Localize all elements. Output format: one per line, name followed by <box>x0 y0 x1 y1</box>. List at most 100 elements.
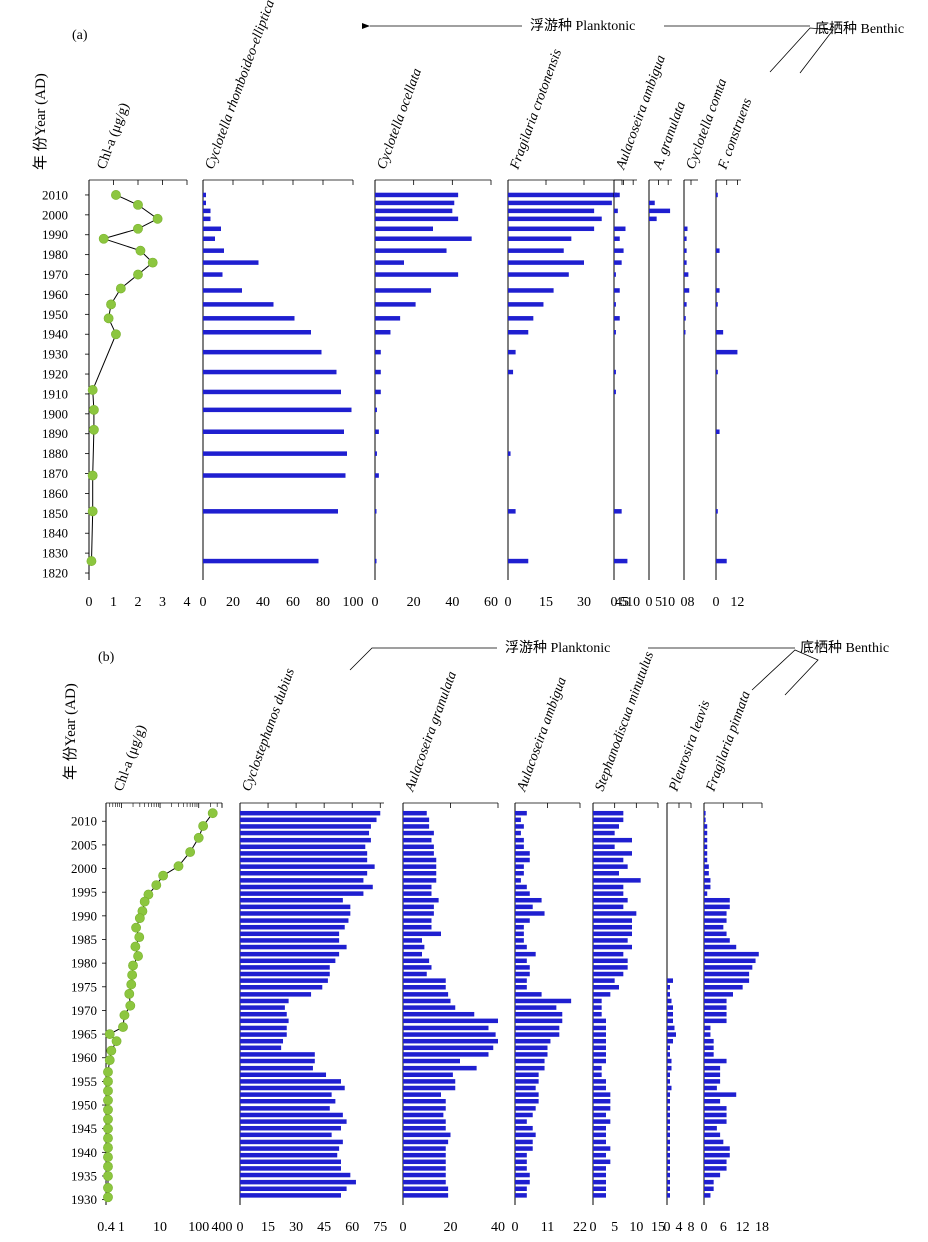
panel-b-aulacoseira-ambigua-bar <box>515 1085 536 1091</box>
panel-b-chl-point <box>106 1045 117 1056</box>
panel-b-aulacoseira-granulata-bar <box>403 1052 489 1057</box>
panel-b-cyclostephanos-dubius-bar <box>240 824 371 829</box>
panel-b-pleurosira-leavis-bar <box>667 1106 670 1111</box>
panel-a-cyclotella-ocellata-bar <box>375 429 379 434</box>
panel-b-fragilaria-pinnata-bar <box>704 1125 717 1131</box>
panel-b-pleurosira-leavis-tick-label: 0 <box>664 1220 671 1235</box>
panel-a-cyclotella-comta-bar <box>684 316 686 321</box>
panel-b-aulacoseira-granulata-bar <box>403 1119 446 1124</box>
panel-b-fragilaria-pinnata-bar <box>704 810 706 816</box>
panel-a-chl-point <box>89 404 99 415</box>
panel-b-cyclostephanos-dubius-bar <box>240 1172 351 1178</box>
panel-b-chl-point <box>111 1036 122 1047</box>
panel-a-fragilaria-crotonensis-bar <box>508 349 516 355</box>
panel-b-aulacoseira-ambigua-bar <box>515 864 524 869</box>
panel-b-cyclostephanos-dubius-bar <box>240 992 312 997</box>
panel-a-cyclotella-ocellata-bar <box>375 216 459 222</box>
panel-b-fragilaria-pinnata-bar <box>704 1038 714 1044</box>
panel-a-cyclotella-comta-tick-label: 8 <box>688 595 695 610</box>
panel-b-fragilaria-pinnata-bar <box>704 1045 714 1051</box>
panel-b-aulacoseira-granulata-bar <box>403 1106 446 1111</box>
panel-a-year-tick-label: 1840 <box>42 526 68 541</box>
panel-b-aulacoseira-granulata-bar <box>403 1085 456 1091</box>
panel-b-chl-point <box>133 951 143 961</box>
panel-b-stephanodiscua-minutulus-bar <box>593 971 624 977</box>
panel-a-aulacoseira-ambigua-bar <box>614 316 620 321</box>
panel-a-cyclotella-ocellata-bar <box>375 288 432 293</box>
panel-b-aulacoseira-ambigua-bar <box>515 931 524 937</box>
panel-b-cyclostephanos-dubius-bar <box>240 965 330 970</box>
panel-b-aulacoseira-ambigua-bar <box>515 837 524 843</box>
panel-b-stephanodiscua-minutulus-bar <box>593 1025 606 1031</box>
panel-b-aulacoseira-ambigua-bar <box>515 857 530 863</box>
panel-b-chl-point <box>104 1029 115 1039</box>
panel-b-cyclostephanos-dubius-tick-label: 15 <box>261 1220 275 1235</box>
panel-b-cyclostephanos-dubius-bar <box>240 944 347 950</box>
panel-b-benthic-lines <box>751 649 819 696</box>
panel-a-cyclotella-rhomboideo-elliptica-tick-label: 60 <box>286 595 300 610</box>
panel-b-chl-point <box>103 1171 113 1181</box>
panel-a-f-construens-tick-label: 0 <box>713 595 720 610</box>
panel-b-stephanodiscua-minutulus-bar <box>593 1119 611 1124</box>
panel-b-cyclostephanos-dubius-bar <box>240 1025 287 1031</box>
panel-a-f-construens-bar <box>716 248 720 253</box>
panel-a-cyclotella-ocellata-tick-label: 20 <box>407 595 421 610</box>
panel-a-cyclotella-ocellata-bar <box>375 302 416 307</box>
panel-b-aulacoseira-granulata-bar <box>403 871 437 876</box>
panel-a-f-construens-bar <box>716 192 718 198</box>
panel-b-planktonic-label: 浮游种 Planktonic <box>505 640 610 656</box>
panel-b-stephanodiscua-minutulus-bar <box>593 1011 602 1017</box>
panel-b-pleurosira-leavis-bar <box>667 1092 670 1097</box>
panel-a-cyclotella-ocellata-tick-label: 40 <box>445 595 459 610</box>
panel-b-aulacoseira-ambigua-bar <box>515 944 527 950</box>
panel-b-aulacoseira-granulata-bar <box>403 985 446 990</box>
panel-a-label: (a) <box>72 28 88 43</box>
panel-b-aulacoseira-ambigua-bar <box>515 1119 527 1124</box>
panel-b-cyclostephanos-dubius-bar <box>240 911 351 916</box>
panel-b-stephanodiscua-minutulus-bar <box>593 1085 606 1091</box>
panel-b-aulacoseira-granulata-bar <box>403 1112 444 1118</box>
panel-b-stephanodiscua-minutulus-bar <box>593 817 624 823</box>
panel-a-fragilaria-crotonensis-bar <box>508 208 595 214</box>
panel-b-fragilaria-pinnata-bar <box>704 1146 730 1151</box>
panel-a-cyclotella-ocellata-bar <box>375 407 377 413</box>
panel-b-pleurosira-leavis-bar <box>667 1052 670 1057</box>
panel-b-aulacoseira-granulata-bar <box>403 978 446 983</box>
panel-b-aulacoseira-granulata-bar <box>403 992 449 997</box>
panel-b-chl-label: Chl-a (μg/g) <box>112 723 150 794</box>
panel-b-fragilaria-pinnata-bar <box>704 1193 711 1198</box>
panel-a-cyclotella-ocellata-bar <box>375 473 379 478</box>
panel-b-fragilaria-pinnata-bar <box>704 1152 730 1158</box>
panel-b-aulacoseira-ambigua-bar <box>515 1112 533 1118</box>
panel-b-cyclostephanos-dubius-bar <box>240 1092 332 1097</box>
panel-b-stephanodiscua-minutulus-bar <box>593 958 628 964</box>
panel-b-aulacoseira-granulata-bar <box>403 1005 456 1010</box>
panel-b-fragilaria-pinnata-bar <box>704 911 727 916</box>
panel-b-chl-point <box>103 1192 113 1203</box>
panel-b-chl-point <box>103 1182 113 1193</box>
panel-a-cyclotella-rhomboideo-elliptica-tick-label: 80 <box>316 595 330 610</box>
panel-b-chl-point <box>103 1095 113 1106</box>
panel-b-year-tick-label: 1970 <box>71 1003 97 1018</box>
panel-b-pleurosira-leavis-bar <box>667 1079 670 1084</box>
panel-b-aulacoseira-granulata-bar <box>403 1011 475 1017</box>
panel-b-stephanodiscua-minutulus-bar <box>593 1018 606 1024</box>
panel-b-fragilaria-pinnata-bar <box>704 884 711 890</box>
panel-b-aulacoseira-ambigua-bar <box>515 1152 527 1158</box>
panel-b-aulacoseira-granulata-bar <box>403 851 434 856</box>
panel-a-aulacoseira-ambigua-bar <box>614 260 622 265</box>
panel-b-aulacoseira-ambigua-bar <box>515 851 530 856</box>
panel-b-fragilaria-pinnata-bar <box>704 1085 717 1091</box>
panel-b-aulacoseira-granulata-bar <box>403 837 432 843</box>
panel-a-aulacoseira-ambigua-bar <box>614 288 620 293</box>
panel-a-cyclotella-rhomboideo-elliptica-bar <box>203 216 211 222</box>
panel-b-fragilaria-pinnata-bar <box>704 971 750 977</box>
panel-b-stephanodiscua-minutulus-bar <box>593 1132 606 1138</box>
panel-b-aulacoseira-granulata-bar <box>403 1025 489 1031</box>
panel-b-fragilaria-pinnata-bar <box>704 1179 714 1185</box>
panel-b-cyclostephanos-dubius-bar <box>240 1119 347 1124</box>
panel-b-cyclostephanos-dubius-bar <box>240 1038 284 1044</box>
panel-a-f-construens-bar <box>716 349 738 355</box>
panel-b-aulacoseira-ambigua-bar <box>515 884 527 890</box>
panel-b-fragilaria-pinnata-bar <box>704 998 727 1004</box>
